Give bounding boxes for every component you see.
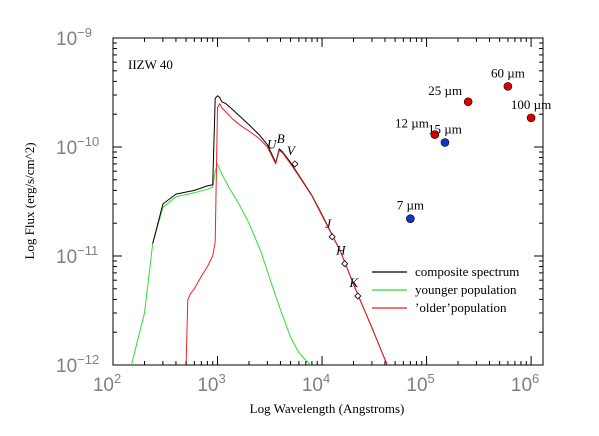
photometry-point-j xyxy=(328,233,336,241)
series-layer xyxy=(130,95,388,365)
photometry-label-u: U xyxy=(267,137,278,152)
photometry-point-12-m xyxy=(430,130,440,139)
photometry-label-k: K xyxy=(349,275,360,290)
photometry-point-k xyxy=(354,292,362,300)
photometry-label-7-m: 7 µm xyxy=(397,198,424,213)
ticks-layer: 102 103 104 105 106 10−12 10−11 10−10 10−9 xyxy=(56,25,543,396)
x-tick-label: 104 xyxy=(302,371,330,396)
photometry-point-v xyxy=(291,160,299,168)
legend-label-older-population: ’older’population xyxy=(415,300,507,315)
series-line-younger-population xyxy=(130,163,312,365)
photometry-point-25-m xyxy=(463,97,473,107)
y-axis-title: Log Flux (erg/s/cm^2) xyxy=(22,142,37,259)
photometry-label-v: V xyxy=(287,143,297,158)
photometry-label-12-m: 12 µm xyxy=(395,116,429,131)
photometry-label-100-m: 100 µm xyxy=(511,97,551,112)
photometry-point-h xyxy=(341,260,349,268)
legend-label-composite-spectrum: composite spectrum xyxy=(415,264,519,279)
photometry-point-15-m xyxy=(440,138,450,147)
photometry-point-7-m xyxy=(406,214,415,223)
photometry-label-25-m: 25 µm xyxy=(428,83,462,98)
series-line-older-population xyxy=(185,103,388,365)
photometry-label-h: H xyxy=(335,243,346,258)
photometry-label-j: J xyxy=(325,216,332,231)
photometry-point-100-m xyxy=(526,113,536,123)
photometry-point-60-m xyxy=(503,82,513,91)
x-tick-label: 105 xyxy=(406,371,434,396)
photometry-label-b: B xyxy=(277,131,285,146)
photometry-label-15-m: 15 µm xyxy=(428,121,462,136)
panel-title: IIZW 40 xyxy=(128,57,173,72)
plot-frame xyxy=(112,37,544,366)
x-axis-title: Log Wavelength (Angstroms) xyxy=(250,401,405,416)
y-tick-label: 10−10 xyxy=(56,134,99,159)
x-tick-label: 102 xyxy=(93,371,121,396)
legend: composite spectrum younger population ’old… xyxy=(372,264,519,315)
y-tick-label: 10−11 xyxy=(56,243,98,268)
photometry-label-60-m: 60 µm xyxy=(491,65,525,80)
y-tick-label: 10−9 xyxy=(56,25,92,50)
x-tick-label: 103 xyxy=(197,371,225,396)
photometry-layer: U BV JH K 7 µm 12 µm 15 µm 25 µm 60 µm 100 µm xyxy=(267,65,551,300)
legend-label-younger-population: younger population xyxy=(415,282,517,297)
x-tick-label: 106 xyxy=(511,371,539,396)
y-tick-label: 10−12 xyxy=(56,352,99,377)
